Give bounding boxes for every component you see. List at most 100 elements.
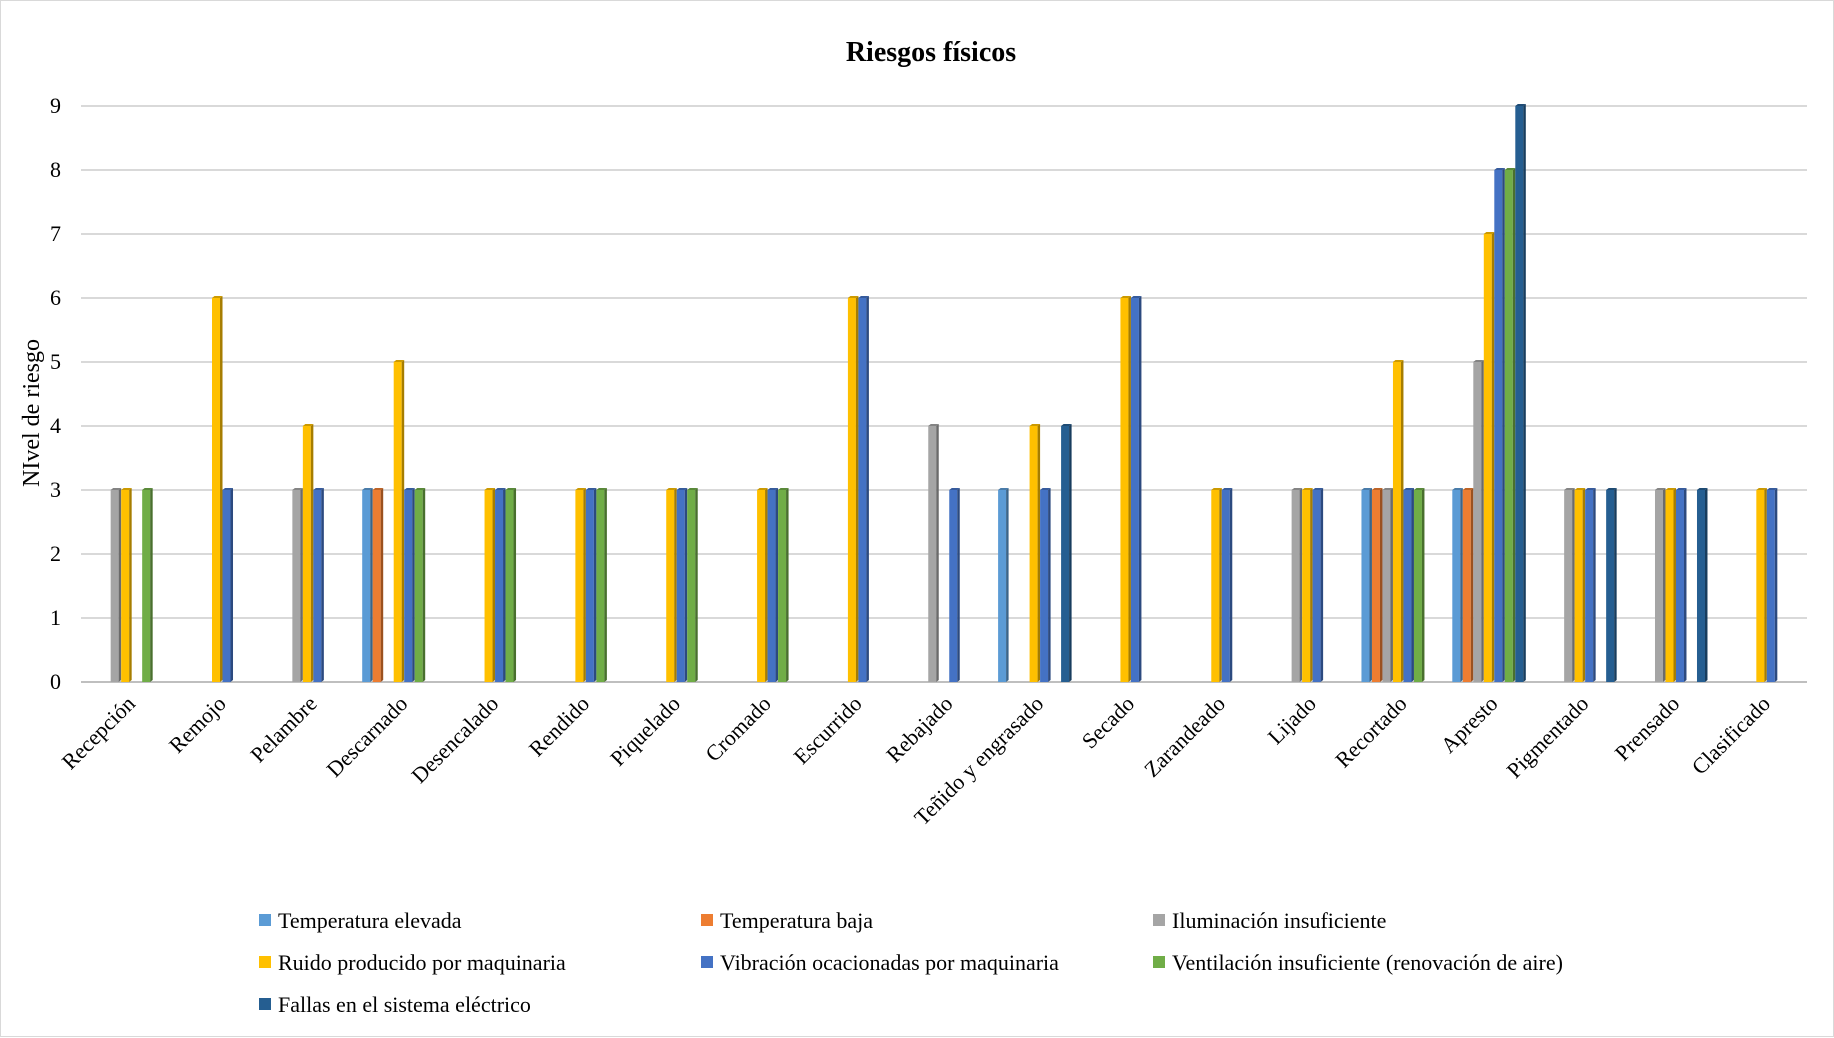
- bar-side: [1460, 488, 1463, 682]
- legend-swatch: [259, 998, 271, 1010]
- bar: [1756, 488, 1767, 682]
- bar: [1494, 168, 1505, 682]
- bar-face: [928, 426, 937, 682]
- legend-swatch: [701, 956, 713, 968]
- x-tick-labels: Recepción Remojo Pelambre DescarnadoDesenca…: [57, 691, 1775, 830]
- bar-top: [757, 488, 768, 490]
- bar-side: [513, 488, 517, 682]
- bar: [1120, 296, 1131, 682]
- legend-item: Ventilación insuficiente (renovación de …: [1153, 950, 1563, 975]
- bar-top: [1462, 488, 1474, 490]
- y-tick-label: 6: [50, 285, 61, 310]
- bar-side: [1299, 488, 1303, 682]
- bar: [847, 296, 859, 682]
- bar-side: [1037, 424, 1041, 682]
- bar-side: [1048, 488, 1051, 682]
- bar-top: [1221, 488, 1233, 490]
- bar-side: [1582, 488, 1586, 682]
- bar-face: [949, 490, 958, 682]
- gridlines: [81, 105, 1807, 683]
- bar-top: [142, 488, 153, 490]
- bar-face: [1515, 106, 1524, 682]
- bar: [1361, 488, 1372, 682]
- legend: Temperatura elevada Temperatura baja Ilumi…: [259, 908, 1563, 1017]
- bar-side: [370, 488, 373, 682]
- bar-side: [695, 488, 698, 682]
- legend-label: Ruido producido por maquinaria: [278, 950, 566, 975]
- bar: [778, 488, 789, 682]
- bar-side: [492, 488, 496, 682]
- bar-top: [302, 424, 314, 426]
- bar: [372, 488, 384, 682]
- x-tick-label: Escurrido: [789, 691, 867, 769]
- bar-top: [1696, 488, 1708, 490]
- bar-side: [1320, 488, 1324, 682]
- y-tick-label: 3: [50, 477, 61, 502]
- bar: [1585, 488, 1596, 682]
- bar-top: [1606, 488, 1617, 490]
- bar: [1061, 424, 1072, 682]
- bar-side: [321, 488, 324, 682]
- bar-top: [292, 488, 303, 490]
- bar: [1766, 488, 1778, 682]
- bar-top: [1029, 424, 1041, 426]
- bar-top: [666, 488, 677, 490]
- legend-label: Temperatura elevada: [278, 908, 462, 933]
- bar: [302, 424, 314, 682]
- bar-face: [1483, 234, 1492, 682]
- bar: [1606, 488, 1617, 682]
- bar-face: [1029, 426, 1038, 682]
- bar-side: [583, 488, 586, 682]
- bar-side: [300, 488, 303, 682]
- bar-top: [1675, 488, 1687, 490]
- bar-side: [674, 488, 677, 682]
- bar-top: [1654, 488, 1666, 490]
- bar-face: [110, 490, 119, 682]
- x-tick-label: Zarandeado: [1139, 691, 1230, 782]
- bar-face: [222, 490, 231, 682]
- legend-swatch: [701, 914, 713, 926]
- bar-top: [1120, 296, 1131, 298]
- x-tick-label: Recepción: [57, 691, 140, 774]
- bar-top: [212, 296, 223, 298]
- bar-face: [1654, 490, 1663, 682]
- bar: [414, 488, 426, 682]
- bar-top: [596, 488, 607, 490]
- bar-face: [362, 490, 371, 682]
- bar-face: [1675, 490, 1684, 682]
- x-tick-label: Prensado: [1610, 691, 1685, 766]
- bar-side: [866, 296, 869, 682]
- bar-top: [1665, 488, 1676, 490]
- bar-top: [1413, 488, 1425, 490]
- y-tick-label: 2: [50, 541, 61, 566]
- bar-side: [380, 488, 384, 682]
- y-tick-label: 1: [50, 605, 61, 630]
- bar-face: [495, 490, 504, 682]
- legend-label: Iluminación insuficiente: [1172, 908, 1386, 933]
- bar: [666, 488, 677, 682]
- x-tick-label: Lijado: [1263, 691, 1321, 749]
- bar: [928, 424, 939, 682]
- bar: [1504, 168, 1516, 682]
- bar-side: [310, 424, 314, 682]
- y-tick-label: 8: [50, 157, 61, 182]
- bar: [121, 488, 132, 682]
- bar-side: [684, 488, 688, 682]
- bar-top: [362, 488, 373, 490]
- bar-side: [604, 488, 607, 682]
- bar-face: [414, 490, 423, 682]
- bar-top: [110, 488, 122, 490]
- bar-top: [222, 488, 234, 490]
- bar-top: [778, 488, 789, 490]
- bar: [404, 488, 415, 682]
- bar: [1483, 232, 1495, 682]
- bar-top: [1494, 168, 1505, 170]
- bar-top: [1291, 488, 1303, 490]
- bar-top: [1766, 488, 1778, 490]
- bar-side: [1572, 488, 1575, 682]
- bar-top: [404, 488, 415, 490]
- bar-face: [1452, 490, 1461, 682]
- chart-title: Riesgos físicos: [846, 37, 1016, 68]
- bar-top: [1382, 488, 1393, 490]
